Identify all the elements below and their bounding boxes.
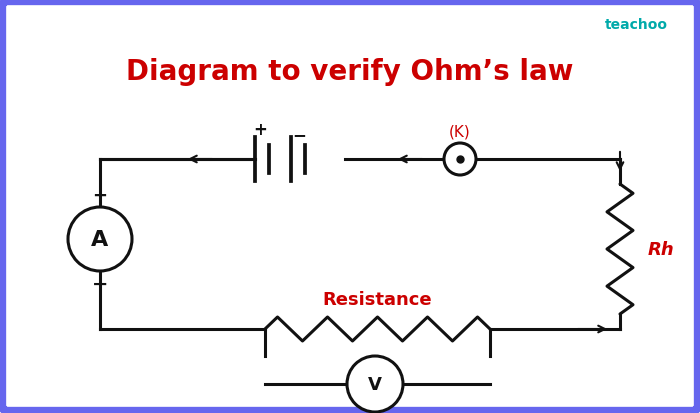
Text: Diagram to verify Ohm’s law: Diagram to verify Ohm’s law <box>126 58 574 86</box>
Text: Resistance: Resistance <box>323 290 433 308</box>
Text: −: − <box>92 274 108 293</box>
Text: V: V <box>368 375 382 393</box>
Text: Rh: Rh <box>648 240 675 259</box>
Text: −: − <box>292 126 306 144</box>
Text: +: + <box>253 121 267 139</box>
Text: +: + <box>92 187 108 204</box>
Text: A: A <box>92 230 108 249</box>
Circle shape <box>347 356 403 412</box>
Circle shape <box>68 207 132 271</box>
Text: (K): (K) <box>449 124 471 139</box>
Circle shape <box>444 144 476 176</box>
Text: teachoo: teachoo <box>605 18 668 32</box>
